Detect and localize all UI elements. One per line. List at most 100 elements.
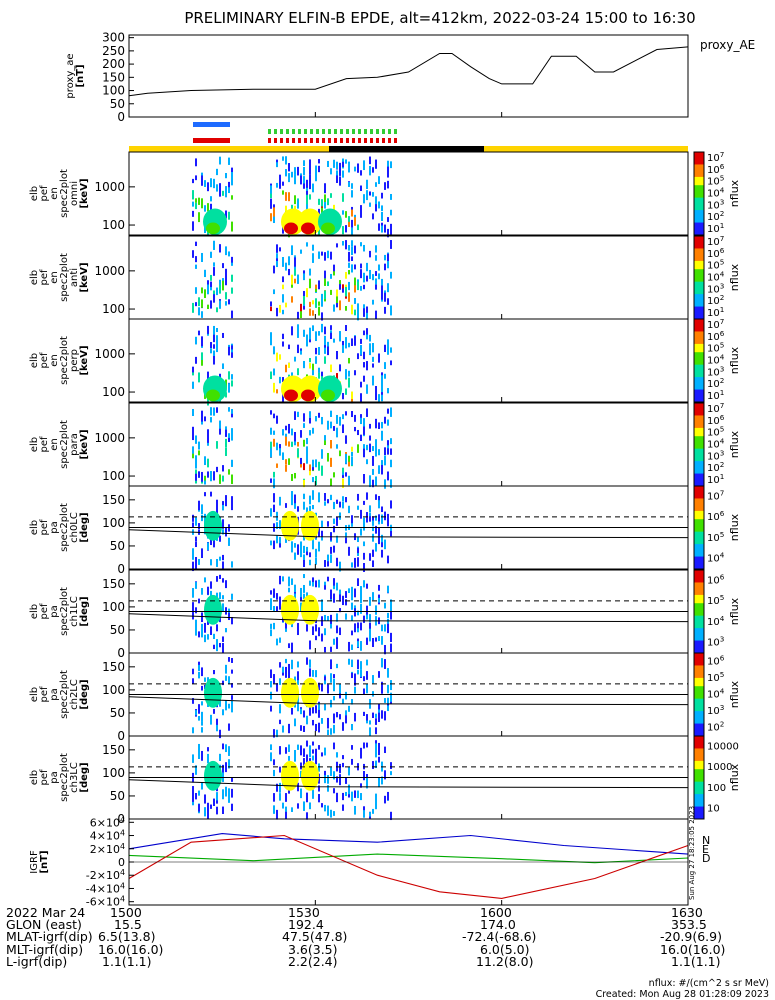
spectrum-pixel bbox=[378, 749, 380, 756]
spectrum-pixel bbox=[342, 804, 344, 811]
ylabel-line: pef bbox=[39, 185, 50, 202]
created-note: Created: Mon Aug 28 01:28:09 2023 bbox=[595, 989, 769, 1000]
spectrum-pixel bbox=[285, 622, 287, 629]
spectrum-pixel bbox=[348, 342, 350, 348]
spectrum-pixel bbox=[309, 470, 311, 476]
spectrum-pixel bbox=[288, 441, 290, 447]
spectrum-pixel bbox=[330, 410, 332, 417]
spectrum-pixel bbox=[387, 345, 389, 355]
spectrum-pixel bbox=[231, 380, 233, 387]
spectrum-pixel bbox=[195, 557, 197, 564]
spectrum-pixel bbox=[192, 190, 194, 200]
spectrum-pixel bbox=[357, 163, 359, 173]
spectrum-pixel bbox=[360, 338, 362, 344]
colorbar-segment bbox=[694, 172, 704, 178]
dash-green bbox=[268, 129, 271, 134]
spectrum-pixel bbox=[324, 347, 326, 354]
dash-red bbox=[274, 138, 277, 143]
spectrum-pixel bbox=[384, 344, 386, 353]
spectrum-pixel bbox=[390, 609, 392, 617]
spectrum-pixel bbox=[351, 672, 353, 679]
ylabel-line: elb bbox=[29, 270, 40, 285]
spectrum-pixel bbox=[369, 423, 371, 429]
colorbar-segment bbox=[694, 682, 704, 687]
spectrum-pixel bbox=[288, 663, 290, 672]
spectrum-pixel bbox=[330, 168, 332, 175]
ylabel-line: ch2LC bbox=[69, 679, 80, 710]
colorbar-segment bbox=[694, 769, 704, 774]
colorbar-segment bbox=[694, 760, 704, 766]
spectrum-pixel bbox=[198, 559, 200, 565]
spectrum-pixel bbox=[309, 668, 311, 677]
spectrum-pixel bbox=[294, 431, 296, 442]
table-row: MLAT-igrf(dip) 6.5(13.8) 47.5(47.8) -72.… bbox=[6, 931, 771, 944]
spectrum-pixel bbox=[351, 227, 353, 236]
spectrum-pixel bbox=[387, 228, 389, 238]
colorbar-segment bbox=[694, 352, 704, 357]
spectrum-pixel bbox=[378, 201, 380, 209]
colorbar-frame bbox=[693, 735, 705, 820]
spectrum-pixel bbox=[369, 202, 371, 207]
dash-red bbox=[334, 138, 337, 143]
spectrum-pixel bbox=[366, 328, 368, 338]
spectrum-pixel bbox=[231, 287, 233, 294]
colorbar-segment bbox=[694, 289, 704, 295]
spectrum-pixel bbox=[219, 729, 221, 739]
spectrum-pixel bbox=[387, 180, 389, 189]
spectrum-pixel bbox=[333, 638, 335, 645]
spectrum-pixel bbox=[195, 582, 197, 589]
spectrum-pixel bbox=[378, 223, 380, 231]
spectrum-pixel bbox=[345, 271, 347, 279]
spectrum-pixel bbox=[318, 793, 320, 803]
spectrum-pixel bbox=[225, 276, 227, 286]
spectrum-pixel bbox=[351, 615, 353, 621]
ylabel-line: en bbox=[49, 271, 60, 284]
spectrum-pixel bbox=[219, 753, 221, 761]
spectrum-pixel bbox=[363, 500, 365, 505]
colorbar-tick-label: 107 bbox=[707, 317, 724, 331]
spectrum-pixel bbox=[330, 364, 332, 373]
spectrum-pixel bbox=[345, 497, 347, 503]
spectrum-pixel bbox=[375, 182, 377, 187]
spectrum-pixel bbox=[351, 338, 353, 346]
colorbar-segment bbox=[694, 694, 704, 700]
spectrum-pixel bbox=[291, 428, 293, 436]
spectrum-pixel bbox=[228, 157, 230, 165]
spectrum-pixel bbox=[282, 377, 284, 382]
spectrum-pixel bbox=[336, 243, 338, 248]
spectrum-pixel bbox=[360, 393, 362, 404]
spectrum-pixel bbox=[357, 557, 359, 567]
spectrum-pixel bbox=[324, 440, 326, 446]
colorbar-segment bbox=[694, 636, 704, 642]
spectrum-pixel bbox=[381, 710, 383, 719]
spectrum-pixel bbox=[312, 363, 314, 371]
spectrum-pixel bbox=[279, 704, 281, 714]
spectrum-pixel bbox=[378, 422, 380, 430]
spectrum-pixel bbox=[207, 284, 209, 293]
spectrum-pixel bbox=[201, 175, 203, 181]
colorbar-segment bbox=[694, 335, 704, 341]
spectrum-pixel bbox=[195, 541, 197, 548]
spectrum-pixel bbox=[354, 557, 356, 567]
spectrum-pixel bbox=[201, 750, 203, 761]
spectrum-pixel bbox=[300, 303, 302, 314]
spectrum-pixel bbox=[330, 556, 332, 563]
colorbar-segment bbox=[694, 256, 704, 262]
row-label: MLT-igrf(dip) bbox=[6, 941, 84, 957]
spectrum-pixel bbox=[201, 667, 203, 677]
spectrum-pixel bbox=[306, 592, 308, 599]
table-row: MLT-igrf(dip) 16.0(16.0) 3.6(3.5) 6.0(5.… bbox=[6, 941, 771, 957]
spectrum-pixel bbox=[279, 354, 281, 360]
spectrum-pixel bbox=[351, 451, 353, 457]
spectrum-pixel bbox=[387, 160, 389, 168]
spectrum-pixel bbox=[213, 670, 215, 675]
spectrum-pixel bbox=[228, 703, 230, 709]
spectrum-pixel bbox=[357, 790, 359, 799]
spectrum-pixel bbox=[291, 708, 293, 714]
spectrum-pixel bbox=[216, 168, 218, 176]
spectrum-pixel bbox=[369, 812, 371, 817]
cell: 192.4 bbox=[288, 917, 324, 933]
spectrum-pixel bbox=[312, 477, 314, 483]
spectrum-pixel bbox=[318, 773, 320, 784]
